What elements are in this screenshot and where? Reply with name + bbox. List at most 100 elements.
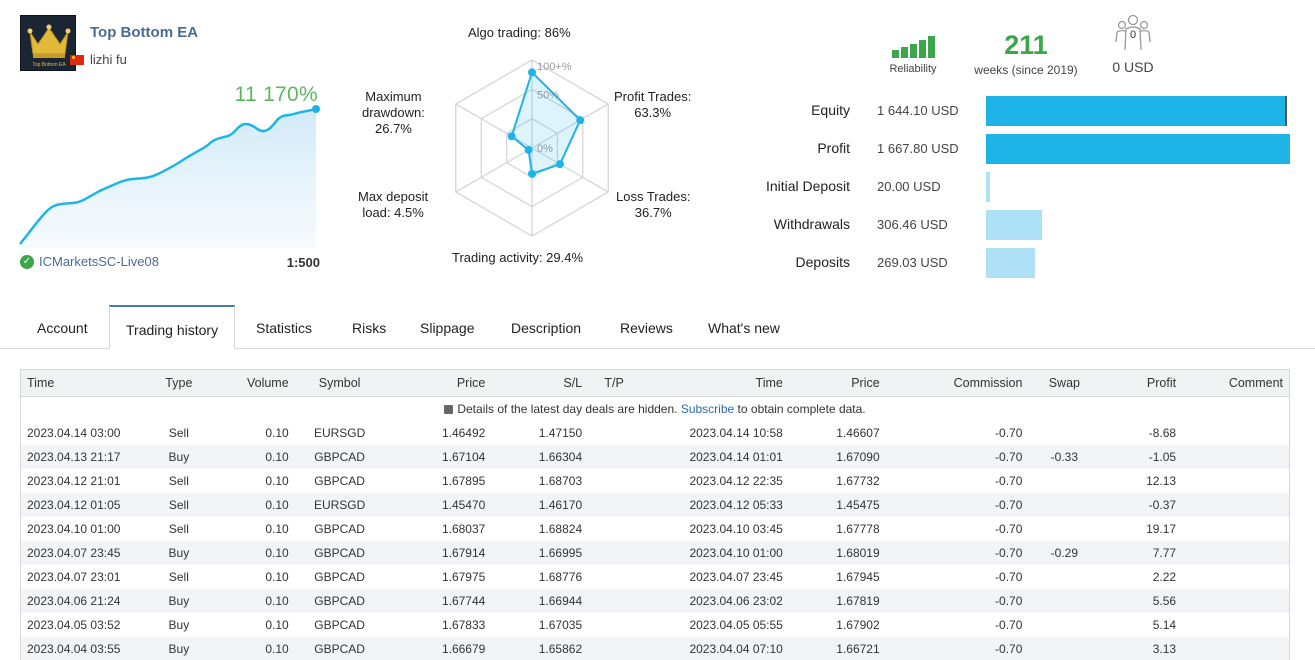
table-cell: 1.67104 — [384, 445, 492, 469]
logo-text: Top Bottom EA — [32, 62, 66, 68]
tab-account[interactable]: Account — [37, 320, 88, 336]
finance-value: 306.46 USD — [877, 217, 948, 232]
tab-description[interactable]: Description — [511, 320, 582, 336]
table-cell: 1.46170 — [491, 493, 589, 517]
finance-label: Profit — [817, 140, 850, 156]
tab-reviews[interactable]: Reviews — [620, 320, 673, 336]
table-cell: Buy — [140, 541, 217, 565]
table-cell — [1182, 565, 1289, 589]
tab-statistics[interactable]: Statistics — [256, 320, 313, 336]
table-cell: 1.68824 — [538, 522, 583, 536]
table-cell: 1.66304 — [491, 445, 589, 469]
column-header[interactable]: Price — [788, 370, 886, 397]
table-cell: 2023.04.10 01:00 — [27, 522, 121, 536]
growth-value: 11 170% — [234, 83, 318, 106]
subscribe-link[interactable]: Subscribe — [680, 401, 735, 416]
growth-chart — [19, 105, 320, 248]
table-cell: 0.10 — [265, 618, 289, 632]
reliability-indicator[interactable]: Reliability — [883, 34, 943, 75]
column-header[interactable]: Symbol — [294, 370, 385, 397]
table-row[interactable]: 2023.04.07 23:45 Buy 0.10 GBPCAD 1.67914 1.66… — [21, 541, 1289, 565]
finance-bar — [986, 96, 1287, 126]
column-header[interactable]: Profit — [1100, 370, 1183, 397]
table-cell: GBPCAD — [314, 474, 365, 488]
column-header[interactable]: Time — [21, 370, 141, 397]
table-cell: -8.68 — [1148, 426, 1177, 440]
table-row[interactable]: 2023.04.12 21:01 Sell 0.10 GBPCAD 1.67895 1.6… — [21, 469, 1289, 493]
table-cell: 1.67035 — [538, 618, 583, 632]
table-cell: -0.70 — [885, 541, 1029, 565]
column-header[interactable]: Type — [140, 370, 217, 397]
radar-scale: 100+%50%0% — [537, 61, 572, 155]
table-cell — [1182, 421, 1289, 445]
table-cell: 5.56 — [1100, 589, 1183, 613]
radar-label-trading-activity: Trading activity: 29.4% — [452, 250, 584, 265]
column-header[interactable]: S/L — [491, 370, 589, 397]
table-row[interactable]: 2023.04.14 03:00 Sell 0.10 EURSGD 1.46492 1.4… — [21, 421, 1289, 445]
finance-label: Deposits — [795, 254, 850, 270]
table-cell: 1.67895 — [441, 474, 486, 488]
column-header[interactable]: Comment — [1182, 370, 1289, 397]
china-flag-icon — [70, 54, 84, 65]
table-cell: 0.10 — [265, 474, 289, 488]
finance-value: 269.03 USD — [877, 255, 948, 270]
radar-spoke — [455, 103, 533, 149]
column-header[interactable]: Commission — [885, 370, 1029, 397]
table-cell: Sell — [168, 570, 189, 584]
column-header[interactable]: Price — [384, 370, 492, 397]
author-name[interactable]: lizhi fu — [90, 52, 127, 67]
table-cell: 2023.04.04 07:10 — [640, 637, 789, 660]
table-cell — [588, 469, 640, 493]
broker-row[interactable]: ✓ ICMarketsSC-Live08 — [20, 254, 159, 269]
radar-scale-label: 0% — [537, 143, 553, 155]
table-cell: 0.10 — [265, 522, 289, 536]
column-header[interactable]: Volume — [216, 370, 295, 397]
signal-logo[interactable]: Top Bottom EA — [20, 15, 76, 71]
table-row[interactable]: 2023.04.07 23:01 Sell 0.10 GBPCAD 1.67975 1.6… — [21, 565, 1289, 589]
table-cell — [588, 517, 640, 541]
column-header[interactable]: T/P — [588, 370, 641, 397]
weeks-stat: 211 weeks (since 2019) — [966, 30, 1086, 77]
signal-name[interactable]: Top Bottom EA — [90, 24, 199, 41]
table-row[interactable]: 2023.04.12 01:05 Sell 0.10 EURSGD 1.45470 1.4… — [21, 493, 1289, 517]
broker-server[interactable]: ICMarketsSC-Live08 — [39, 254, 159, 269]
table-cell: 12.13 — [1146, 474, 1177, 488]
weeks-value: 211 — [1004, 30, 1048, 60]
table-cell: GBPCAD — [314, 618, 365, 632]
table-cell: 0.10 — [216, 637, 295, 660]
subscribers-stat[interactable]: 0 0 USD — [1105, 14, 1161, 75]
tab-trading-history[interactable]: Trading history — [109, 305, 236, 350]
radar-point — [528, 169, 536, 178]
table-cell: EURSGD — [294, 493, 385, 517]
table-row[interactable]: 2023.04.13 21:17 Buy 0.10 GBPCAD 1.67104 1.66… — [21, 445, 1289, 469]
table-cell: 1.68037 — [441, 522, 486, 536]
table-cell: 0.10 — [265, 570, 289, 584]
radar-points — [507, 68, 585, 178]
table-row[interactable]: 2023.04.10 01:00 Sell 0.10 GBPCAD 1.68037 1.6… — [21, 517, 1289, 541]
table-cell: -0.70 — [885, 637, 1029, 660]
tab-what-s-new[interactable]: What's new — [708, 320, 780, 336]
radar-spoke — [455, 147, 533, 193]
table-cell: 5.14 — [1152, 618, 1177, 632]
table-cell: GBPCAD — [294, 541, 385, 565]
column-header[interactable]: Swap — [1028, 370, 1101, 397]
finance-row: Initial Deposit 20.00 USD — [740, 172, 1300, 202]
table-cell — [1028, 637, 1101, 660]
column-header[interactable]: Time — [640, 370, 789, 397]
table-cell: GBPCAD — [294, 445, 385, 469]
radar-label-algo: Algo trading: 86% — [468, 25, 571, 40]
table-cell: -0.70 — [995, 522, 1023, 536]
finance-label: Equity — [811, 102, 850, 118]
table-row[interactable]: 2023.04.05 03:52 Buy 0.10 GBPCAD 1.67833 1.67… — [21, 613, 1289, 637]
subscribers-icon: 0 — [1115, 14, 1151, 51]
radar-point — [524, 145, 533, 154]
table-row[interactable]: 2023.04.04 03:55 Buy 0.10 GBPCAD 1.66679 1.65… — [21, 637, 1289, 660]
author-row[interactable]: lizhi fu — [70, 52, 127, 67]
hidden-deals-notice: Details of the latest day deals are hidd… — [21, 396, 1289, 421]
table-cell: -1.05 — [1100, 445, 1183, 469]
crown-icon: Top Bottom EA — [27, 24, 71, 68]
table-row[interactable]: 2023.04.06 21:24 Buy 0.10 GBPCAD 1.67744 1.66… — [21, 589, 1289, 613]
finance-label: Withdrawals — [773, 216, 850, 232]
tab-slippage[interactable]: Slippage — [420, 320, 475, 336]
tab-risks[interactable]: Risks — [352, 320, 387, 336]
